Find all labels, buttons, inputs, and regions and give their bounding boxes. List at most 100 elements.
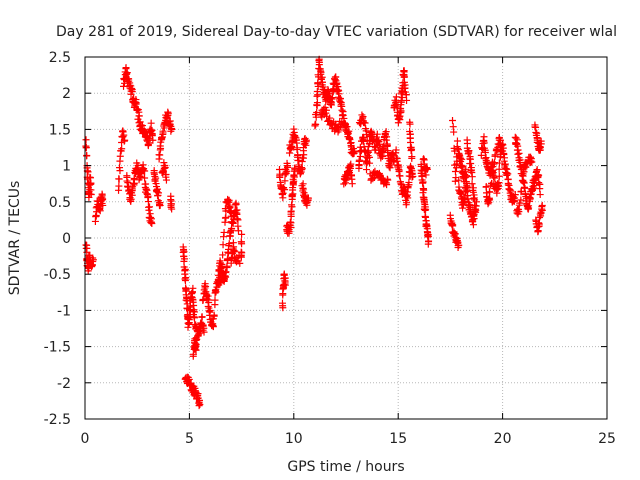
data-point — [328, 94, 336, 102]
data-point — [424, 238, 432, 246]
y-tick-label: 2.5 — [49, 50, 71, 66]
data-point — [529, 182, 537, 190]
data-point — [455, 241, 463, 249]
data-point — [470, 215, 478, 223]
data-point — [468, 180, 476, 188]
data-point — [167, 196, 175, 204]
data-point — [181, 277, 189, 285]
data-point — [467, 160, 475, 168]
data-point — [234, 216, 242, 224]
data-point — [204, 302, 212, 310]
data-point — [358, 111, 366, 119]
x-tick-label: 20 — [494, 431, 512, 447]
data-points — [82, 55, 546, 410]
x-tick-label: 0 — [81, 431, 90, 447]
data-point — [486, 188, 494, 196]
data-point — [318, 78, 326, 86]
data-point — [516, 156, 524, 164]
data-point — [407, 147, 415, 155]
y-tick-label: -1 — [57, 303, 71, 319]
data-point — [536, 185, 544, 193]
data-point — [120, 131, 128, 139]
data-point — [503, 165, 511, 173]
data-point — [302, 136, 310, 144]
data-point — [327, 101, 335, 109]
data-point — [225, 240, 233, 248]
data-point — [376, 171, 384, 179]
data-point — [233, 215, 241, 223]
data-point — [471, 205, 479, 213]
data-point — [116, 164, 124, 172]
y-tick-label: -1.5 — [44, 340, 71, 356]
x-axis-label: GPS time / hours — [287, 459, 404, 475]
data-point — [312, 120, 320, 128]
y-tick-labels: -2.5 -2 -1.5 -1 -0.5 0 0.5 1 1.5 2 2.5 — [44, 50, 71, 428]
data-point — [373, 130, 381, 138]
y-axis-label: SDTVAR / TECUs — [7, 181, 23, 296]
data-point — [128, 84, 136, 92]
data-point — [338, 102, 346, 110]
data-point — [449, 116, 457, 124]
axis-ticks — [84, 56, 608, 420]
data-point — [376, 140, 384, 148]
x-tick-label: 10 — [285, 431, 303, 447]
data-point — [535, 219, 543, 227]
data-point — [84, 168, 92, 176]
data-point — [422, 171, 430, 179]
data-point — [193, 335, 201, 343]
data-point — [124, 179, 132, 187]
data-point — [146, 203, 154, 211]
data-point — [468, 173, 476, 181]
data-point — [406, 120, 414, 128]
data-point — [421, 206, 429, 214]
data-point — [346, 136, 354, 144]
data-point — [456, 154, 464, 162]
data-point — [315, 61, 323, 69]
data-point — [495, 179, 503, 187]
data-point — [122, 65, 130, 73]
data-point — [374, 142, 382, 150]
data-point — [288, 203, 296, 211]
data-point — [298, 165, 306, 173]
data-point — [200, 328, 208, 336]
data-point — [419, 178, 427, 186]
data-point — [326, 114, 334, 122]
data-point — [202, 282, 210, 290]
y-tick-label: 1.5 — [49, 122, 71, 138]
data-point — [149, 136, 157, 144]
data-point — [144, 140, 152, 148]
data-point — [326, 90, 334, 98]
data-point — [226, 228, 234, 236]
data-point — [291, 165, 299, 173]
data-point — [218, 260, 226, 268]
data-point — [128, 88, 136, 96]
data-point — [123, 70, 131, 78]
x-tick-label: 25 — [598, 431, 616, 447]
data-point — [115, 175, 123, 183]
data-point — [188, 289, 196, 297]
data-point — [491, 174, 499, 182]
data-point — [382, 136, 390, 144]
data-point — [516, 199, 524, 207]
data-point — [363, 166, 371, 174]
data-point — [383, 181, 391, 189]
data-point — [492, 147, 500, 155]
data-point — [222, 213, 230, 221]
data-point — [511, 191, 519, 199]
data-point — [489, 166, 497, 174]
data-point — [460, 198, 468, 206]
data-point — [89, 256, 97, 264]
data-point — [408, 154, 416, 162]
data-point — [405, 178, 413, 186]
data-point — [231, 247, 239, 255]
data-point — [365, 148, 373, 156]
data-point — [490, 173, 498, 181]
data-point — [161, 164, 169, 172]
data-point — [535, 220, 543, 228]
data-point — [455, 183, 463, 191]
data-point — [154, 185, 162, 193]
data-point — [121, 136, 129, 144]
data-point — [536, 144, 544, 152]
data-point — [82, 136, 90, 144]
